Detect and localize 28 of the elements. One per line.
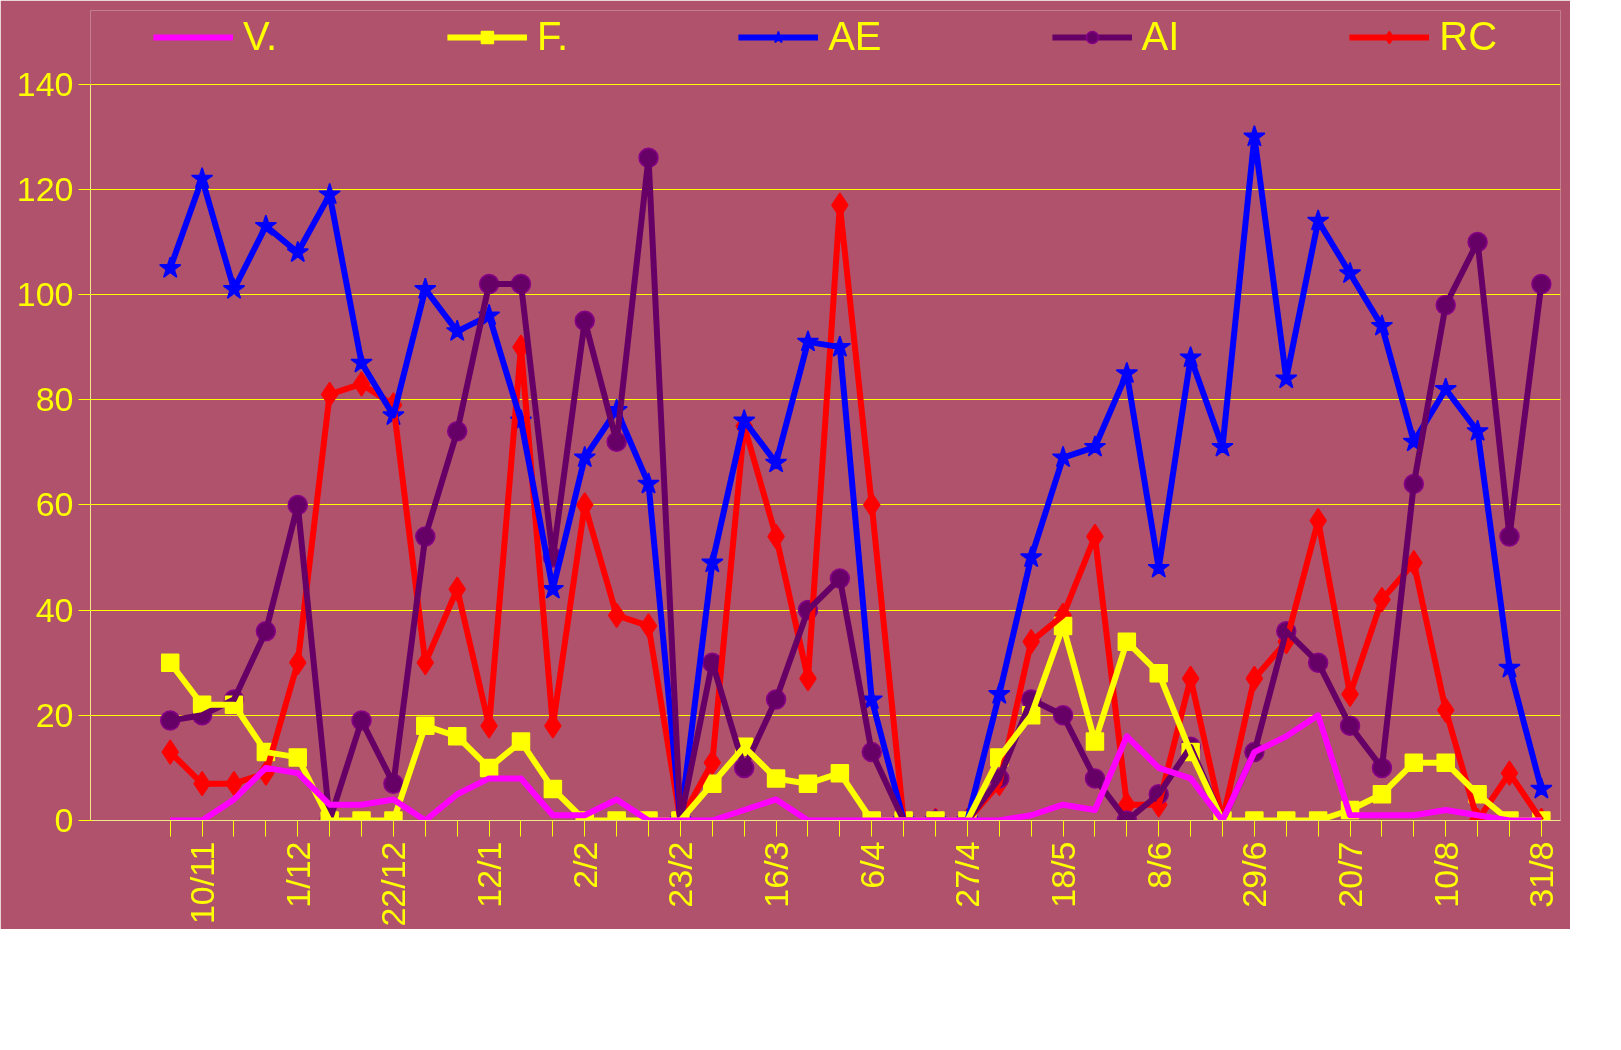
y-tick-label: 120	[16, 169, 74, 208]
legend-label: AI	[1141, 14, 1180, 59]
y-tick-label: 60	[35, 485, 74, 524]
x-tick-label: 18/5	[1044, 841, 1083, 908]
x-tick-label: 6/4	[852, 841, 891, 889]
x-tick-label: 22/12	[374, 841, 413, 927]
x-tick-label: 1/12	[278, 841, 317, 908]
legend-label: RC	[1439, 14, 1498, 59]
x-tick-label: 10/8	[1426, 841, 1465, 908]
y-tick-label: 140	[16, 64, 74, 103]
y-tick-label: 80	[35, 380, 74, 419]
legend-label: AE	[828, 14, 882, 59]
x-tick-label: 8/6	[1139, 841, 1178, 889]
x-tick-label: 20/7	[1331, 841, 1370, 908]
y-tick-label: 40	[35, 590, 74, 629]
x-tick-label: 12/1	[470, 841, 509, 908]
x-tick-label: 16/3	[757, 841, 796, 908]
x-tick-label: 2/2	[565, 841, 604, 889]
y-tick-label: 20	[35, 695, 74, 734]
legend-label: V.	[242, 14, 278, 59]
legend-label: F.	[537, 14, 569, 59]
y-tick-label: 0	[54, 801, 74, 839]
x-tick-label: 10/11	[183, 841, 222, 925]
x-tick-label: 29/6	[1235, 841, 1274, 908]
x-tick-label: 27/4	[948, 841, 987, 908]
y-tick-label: 100	[16, 275, 74, 314]
x-tick-label: 31/8	[1522, 841, 1561, 908]
x-tick-label: 23/2	[661, 841, 700, 908]
